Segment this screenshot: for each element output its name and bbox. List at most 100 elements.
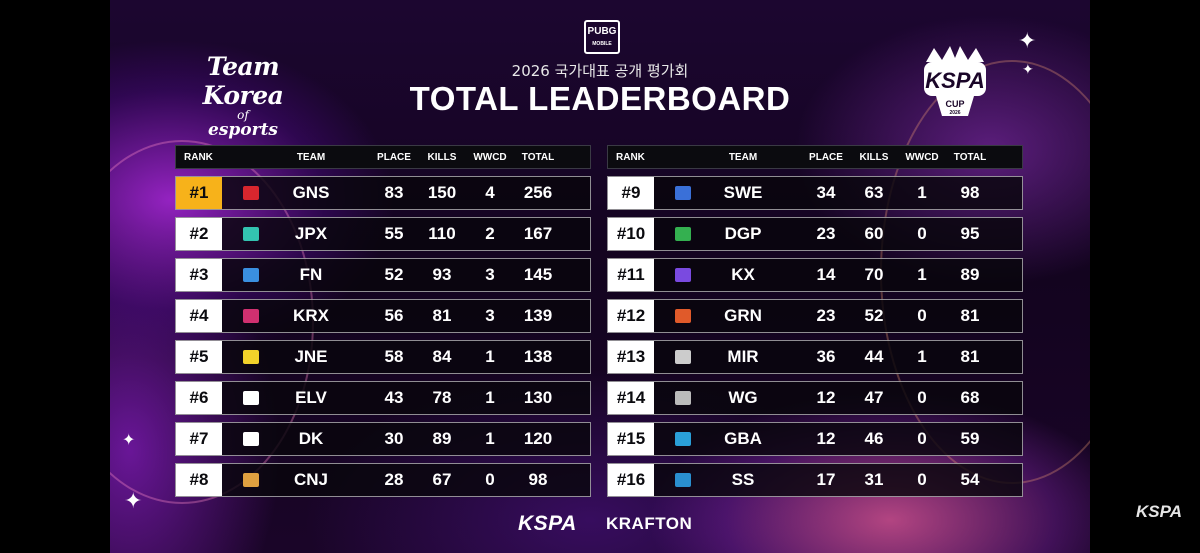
- team-logo: [222, 186, 280, 200]
- place-cell: 14: [816, 265, 836, 284]
- leaderboard-row: #6 ELV 43 78 1 130: [175, 381, 591, 415]
- kills-cell: 67: [432, 470, 452, 489]
- team-logo: [222, 350, 280, 364]
- leaderboard-left: RANK TEAM PLACE KILLS WWCD TOTAL #1 GNS 83…: [175, 145, 591, 497]
- col-rank: RANK: [184, 151, 213, 163]
- leaderboard-row: #1 GNS 83 150 4 256: [175, 176, 591, 210]
- total-cell: 59: [960, 429, 980, 448]
- team-korea-line2: of: [237, 108, 249, 122]
- col-total: TOTAL: [953, 151, 987, 163]
- team-cell: GRN: [724, 306, 762, 325]
- wwcd-cell: 0: [917, 388, 927, 407]
- event-subtitle: 2026 국가대표 공개 평가회: [511, 62, 689, 80]
- total-cell: 81: [960, 306, 980, 325]
- page-title: TOTAL LEADERBOARD: [409, 80, 791, 117]
- pubg-badge-text: PUBG: [587, 26, 617, 37]
- sparkle-icon: ✦: [1022, 61, 1034, 77]
- place-cell: 30: [384, 429, 404, 448]
- sparkle-icon: ✦: [124, 488, 143, 513]
- team-cell: GBA: [724, 429, 762, 448]
- team-korea-logo: Team Korea of esports: [168, 52, 318, 140]
- team-korea-line1: Team Korea: [202, 52, 284, 110]
- team-logo: [654, 473, 712, 487]
- total-cell: 256: [523, 183, 553, 202]
- team-logo-icon: [675, 391, 691, 405]
- col-place: PLACE: [377, 151, 411, 163]
- leaderboard-row: #9 SWE 34 63 1 98: [607, 176, 1023, 210]
- team-logo-icon: [675, 186, 691, 200]
- kills-cell: 78: [432, 388, 452, 407]
- team-cell: KRX: [293, 306, 329, 325]
- rank-cell: #3: [176, 259, 222, 291]
- wwcd-cell: 4: [485, 183, 495, 202]
- col-wwcd: WWCD: [473, 151, 507, 163]
- team-logo: [222, 432, 280, 446]
- leaderboard-row: #15 GBA 12 46 0 59: [607, 422, 1023, 456]
- kills-cell: 31: [864, 470, 884, 489]
- wwcd-cell: 0: [917, 429, 927, 448]
- team-logo-icon: [243, 227, 259, 241]
- team-logo: [654, 227, 712, 241]
- wwcd-cell: 3: [485, 265, 495, 284]
- place-cell: 83: [384, 183, 404, 202]
- kills-cell: 44: [864, 347, 884, 366]
- broadcast-graphic: Team Korea of esports PUBG MOBILE 2026 국…: [110, 0, 1090, 553]
- place-cell: 34: [816, 183, 836, 202]
- rank-cell: #8: [176, 464, 222, 496]
- wwcd-cell: 3: [485, 306, 495, 325]
- rank-cell: #14: [608, 382, 654, 414]
- rank-cell: #13: [608, 341, 654, 373]
- total-cell: 68: [960, 388, 980, 407]
- rank-cell: #1: [176, 177, 222, 209]
- team-logo-icon: [243, 473, 259, 487]
- team-logo-icon: [675, 473, 691, 487]
- sparkle-icon: ✦: [1018, 28, 1037, 53]
- leaderboard-row: #14 WG 12 47 0 68: [607, 381, 1023, 415]
- team-logo-icon: [243, 350, 259, 364]
- team-cell: DGP: [724, 224, 762, 243]
- leaderboard-row: #10 DGP 23 60 0 95: [607, 217, 1023, 251]
- kills-cell: 70: [864, 265, 884, 284]
- wwcd-cell: 1: [485, 429, 495, 448]
- place-cell: 28: [384, 470, 404, 489]
- kills-cell: 63: [864, 183, 884, 202]
- team-cell: JPX: [294, 224, 328, 243]
- leaderboard-row: #16 SS 17 31 0 54: [607, 463, 1023, 497]
- leaderboard-row: #3 FN 52 93 3 145: [175, 258, 591, 292]
- team-cell: CNJ: [293, 470, 328, 489]
- team-cell: MIR: [727, 347, 759, 366]
- kills-cell: 52: [864, 306, 884, 325]
- place-cell: 55: [384, 224, 404, 243]
- leaderboard-row: #7 DK 30 89 1 120: [175, 422, 591, 456]
- table-header: RANK TEAM PLACE KILLS WWCD TOTAL: [607, 145, 1023, 169]
- pubg-mobile-badge: PUBG MOBILE: [584, 20, 620, 54]
- leaderboard-row: #11 KX 14 70 1 89: [607, 258, 1023, 292]
- total-cell: 54: [960, 470, 980, 489]
- leaderboard-row: #8 CNJ 28 67 0 98: [175, 463, 591, 497]
- col-team: TEAM: [728, 151, 758, 163]
- wwcd-cell: 0: [917, 224, 927, 243]
- rank-cell: #12: [608, 300, 654, 332]
- rank-cell: #6: [176, 382, 222, 414]
- rank-cell: #10: [608, 218, 654, 250]
- team-logo-icon: [243, 432, 259, 446]
- wwcd-cell: 1: [917, 347, 927, 366]
- team-cell: WG: [728, 388, 758, 407]
- col-kills: KILLS: [859, 151, 889, 163]
- team-logo-icon: [675, 350, 691, 364]
- channel-watermark: KSPA: [1136, 502, 1182, 521]
- total-cell: 138: [523, 347, 553, 366]
- team-cell: JNE: [294, 347, 328, 366]
- team-cell: ELV: [295, 388, 327, 407]
- total-cell: 145: [523, 265, 553, 284]
- col-team: TEAM: [296, 151, 326, 163]
- team-logo-icon: [675, 268, 691, 282]
- place-cell: 56: [384, 306, 404, 325]
- team-cell: DK: [298, 429, 324, 448]
- wwcd-cell: 1: [485, 388, 495, 407]
- total-cell: 98: [960, 183, 980, 202]
- team-logo-icon: [675, 309, 691, 323]
- kspa-cup-logo: KSPA CUP 2026: [924, 46, 986, 116]
- sparkle-icon: ✦: [122, 432, 136, 449]
